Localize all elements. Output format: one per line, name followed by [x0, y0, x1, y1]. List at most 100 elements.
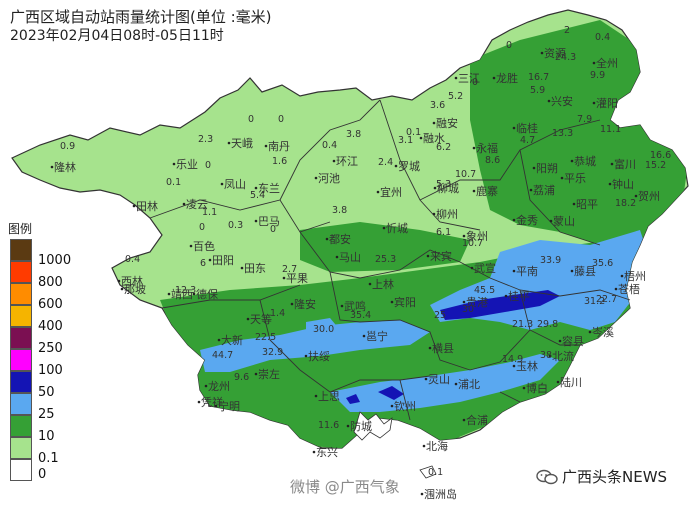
rain-value: 6.1	[436, 227, 451, 238]
city-dot	[132, 204, 136, 208]
legend-item: 250	[8, 327, 80, 356]
city-dot	[120, 287, 124, 291]
news-watermark: 广西头条NEWS	[536, 466, 667, 487]
rain-value: 44.7	[212, 350, 233, 361]
city-label: 来宾	[430, 249, 452, 263]
rain-value: 5.2	[448, 91, 463, 102]
legend-label: 25	[38, 407, 55, 422]
rain-value: 0	[205, 160, 211, 171]
city-label: 博白	[526, 381, 548, 395]
rain-value: 13.3	[552, 128, 573, 139]
city-dot	[117, 279, 121, 283]
city-dot	[548, 354, 552, 358]
legend-label: 10	[38, 429, 55, 444]
rain-value: 11.6	[318, 420, 339, 431]
city-dot	[592, 61, 596, 65]
rain-value: 3.1	[398, 135, 413, 146]
city-dot	[529, 188, 533, 192]
city-dot	[332, 159, 336, 163]
map-subtitle: 2023年02月04日08时-05日11时	[10, 28, 224, 44]
city-dot	[340, 304, 344, 308]
city-label: 天峨	[231, 137, 253, 150]
city-label: 桂平	[508, 289, 530, 303]
legend-label: 400	[38, 319, 63, 334]
city-dot	[492, 76, 496, 80]
city-dot	[512, 218, 516, 222]
city-label: 鹿寨	[476, 184, 498, 198]
city-label: 田阳	[212, 254, 234, 267]
city-dot	[254, 186, 258, 190]
zone-50-central	[440, 290, 560, 320]
city-label: 平果	[286, 272, 308, 285]
city-dot	[424, 377, 428, 381]
city-label: 西林	[121, 274, 143, 288]
city-label: 贺州	[638, 190, 660, 203]
city-label: 合浦	[466, 413, 488, 427]
city-label: 东兰	[258, 182, 280, 195]
city-label: 柳州	[436, 207, 458, 221]
wechat-icon	[536, 469, 558, 484]
city-label: 临桂	[516, 121, 538, 135]
city-label: 隆林	[54, 160, 76, 174]
city-dot	[214, 404, 218, 408]
city-label: 武宣	[474, 261, 496, 275]
city-label: 罗城	[398, 160, 420, 173]
city-dot	[614, 287, 618, 291]
city-label: 钦州	[394, 400, 416, 413]
legend-swatch	[10, 459, 32, 481]
rain-value: 0.4	[595, 32, 610, 43]
city-label: 横县	[432, 341, 454, 355]
legend-swatch	[10, 239, 32, 261]
rain-value: 18.2	[615, 198, 636, 209]
rain-value: 6.2	[436, 142, 451, 153]
news-watermark-text: 广西头条NEWS	[562, 468, 668, 486]
city-dot	[394, 164, 398, 168]
legend-swatch	[10, 305, 32, 327]
rain-value: 3.8	[346, 129, 361, 140]
city-label: 田林	[136, 199, 158, 213]
city-dot	[558, 339, 562, 343]
rain-value: 0	[506, 40, 512, 51]
legend-label: 250	[38, 341, 63, 356]
city-dot	[419, 136, 423, 140]
city-dot	[422, 444, 426, 448]
city-label: 容县	[562, 334, 584, 348]
city-dot	[610, 162, 614, 166]
legend-title: 图例	[8, 222, 33, 236]
city-label: 邕宁	[366, 329, 388, 343]
city-label: 藤县	[574, 265, 596, 278]
city-label: 柳城	[437, 181, 459, 195]
legend-item: 0.1	[8, 437, 80, 466]
city-dot	[532, 166, 536, 170]
zone-25-south	[330, 354, 560, 412]
city-label: 浦北	[458, 378, 480, 391]
city-label: 平南	[516, 265, 538, 278]
legend-swatch	[10, 371, 32, 393]
city-dot	[290, 302, 294, 306]
city-dot	[608, 182, 612, 186]
city-label: 德保	[196, 287, 218, 301]
rain-value: 2.3	[198, 134, 213, 145]
city-dot	[240, 266, 244, 270]
city-label: 苍梧	[618, 282, 640, 296]
rain-value: 0	[248, 114, 254, 125]
city-dot	[570, 159, 574, 163]
rainfall-zones	[160, 20, 688, 448]
rain-value: 2	[564, 25, 570, 36]
rain-value: 11.1	[600, 124, 621, 135]
city-dot	[462, 418, 466, 422]
city-label: 环江	[336, 155, 358, 168]
city-label: 崇左	[258, 368, 280, 381]
rain-value: 30.0	[313, 324, 334, 335]
rain-value: 9.9	[590, 70, 605, 81]
city-label: 三江	[458, 72, 480, 85]
city-dot	[462, 234, 466, 238]
legend-item: 1000	[8, 239, 80, 268]
city-dot	[549, 219, 553, 223]
city-label: 凭祥	[201, 395, 223, 409]
city-label: 蒙山	[553, 215, 575, 228]
city-dot	[432, 212, 436, 216]
map-title-block: 广西区域自动站雨量统计图(单位 :毫米) 2023年02月04日08时-05日1…	[10, 8, 272, 45]
city-label: 宁明	[218, 399, 240, 413]
